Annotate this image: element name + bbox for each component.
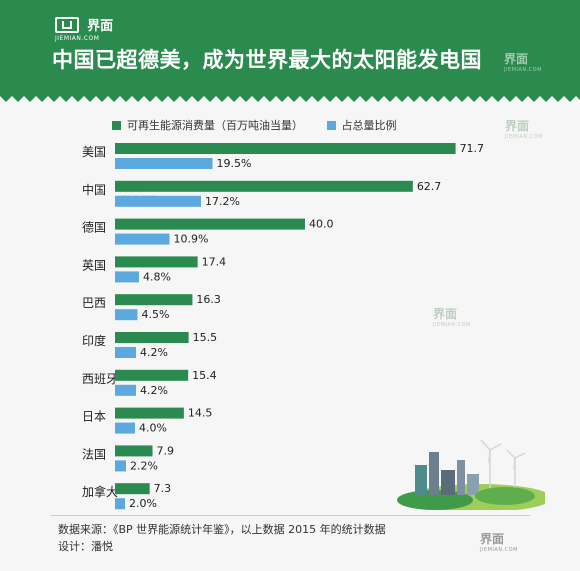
category-label: 印度 [82,333,106,348]
value-label-consumption: 15.4 [192,369,217,382]
value-label-consumption: 17.4 [202,255,227,268]
value-label-consumption: 71.7 [460,142,485,155]
bar-share [115,195,201,207]
footer-divider [50,515,530,516]
value-label-share: 19.5% [217,157,252,170]
brand-name: 界面 [87,19,114,34]
value-label-consumption: 16.3 [196,293,221,306]
bar-consumption [115,332,189,343]
legend-item-share: 占总量比例 [326,117,397,133]
value-label-share: 4.0% [139,422,167,435]
bar-share [115,422,135,434]
category-label: 中国 [82,182,106,197]
bar-consumption [115,218,305,230]
category-label: 加拿大 [82,484,118,499]
value-label-consumption: 62.7 [417,180,442,193]
footer-logo: 界面 JIEMIAN.COM [480,532,518,553]
header-banner: 界面 JIEMIAN.COM 中国已超德美，成为世界最大的太阳能发电国 界面 JI… [0,0,580,96]
brand-sub: JIEMIAN.COM [55,35,100,42]
bar-share [115,271,139,283]
bar-consumption [115,294,193,306]
legend-swatch-consumption [112,121,121,130]
bar-share [115,384,136,396]
bar-consumption [115,483,150,495]
bar-consumption [115,143,456,154]
value-label-share: 4.5% [142,308,170,321]
value-label-consumption: 7.3 [154,482,172,495]
category-label: 日本 [82,410,106,424]
bar-consumption [115,369,189,381]
category-label: 美国 [82,145,106,159]
bar-chart: 美国 71.7 19.5% 中国 62.7 17.2% 德国 40.0 10.9% 英国 17.4 4… [82,142,485,510]
bar-consumption [115,180,413,192]
legend-label-share: 占总量比例 [341,119,397,132]
value-label-consumption: 15.5 [193,331,218,344]
category-label: 英国 [82,258,106,272]
logo-icon [55,16,79,33]
bar-share [115,347,136,358]
zigzag-border [0,88,580,102]
bar-share [115,460,126,472]
source-note: 数据来源：《BP 世界能源统计年鉴》，以上数据 2015 年的统计数据 [58,523,386,536]
value-label-consumption: 7.9 [157,444,175,457]
brand-logo: 界面 JIEMIAN.COM [55,14,113,42]
value-label-share: 17.2% [205,195,240,208]
category-label: 巴西 [82,296,106,310]
category-label: 德国 [82,220,106,235]
value-label-share: 10.9% [174,233,209,246]
legend-label-consumption: 可再生能源消费量（百万吨油当量） [127,119,303,132]
page-title: 中国已超德美，成为世界最大的太阳能发电国 [52,48,482,72]
value-label-share: 2.0% [129,497,157,510]
legend-swatch-share [326,121,336,130]
category-label: 西班牙 [82,372,118,386]
designer-credit: 设计：潘悦 [58,540,113,553]
bar-share [115,498,125,510]
bar-share [115,158,213,169]
legend: 可再生能源消费量（百万吨油当量） 占总量比例 [112,117,417,133]
bar-consumption [115,407,184,419]
footer: 数据来源：《BP 世界能源统计年鉴》，以上数据 2015 年的统计数据 设计：潘… [58,521,386,555]
legend-item-consumption: 可再生能源消费量（百万吨油当量） [112,117,303,133]
value-label-consumption: 40.0 [309,218,334,231]
city-wind-illustration [397,439,545,510]
bar-share [115,233,170,245]
bar-consumption [115,256,198,268]
value-label-share: 4.2% [140,384,168,397]
value-label-share: 4.8% [143,270,171,283]
value-label-consumption: 14.5 [188,407,213,420]
value-label-share: 2.2% [130,459,158,472]
bar-consumption [115,445,153,457]
bar-share [115,309,138,321]
category-label: 法国 [82,447,106,461]
value-label-share: 4.2% [140,346,168,359]
